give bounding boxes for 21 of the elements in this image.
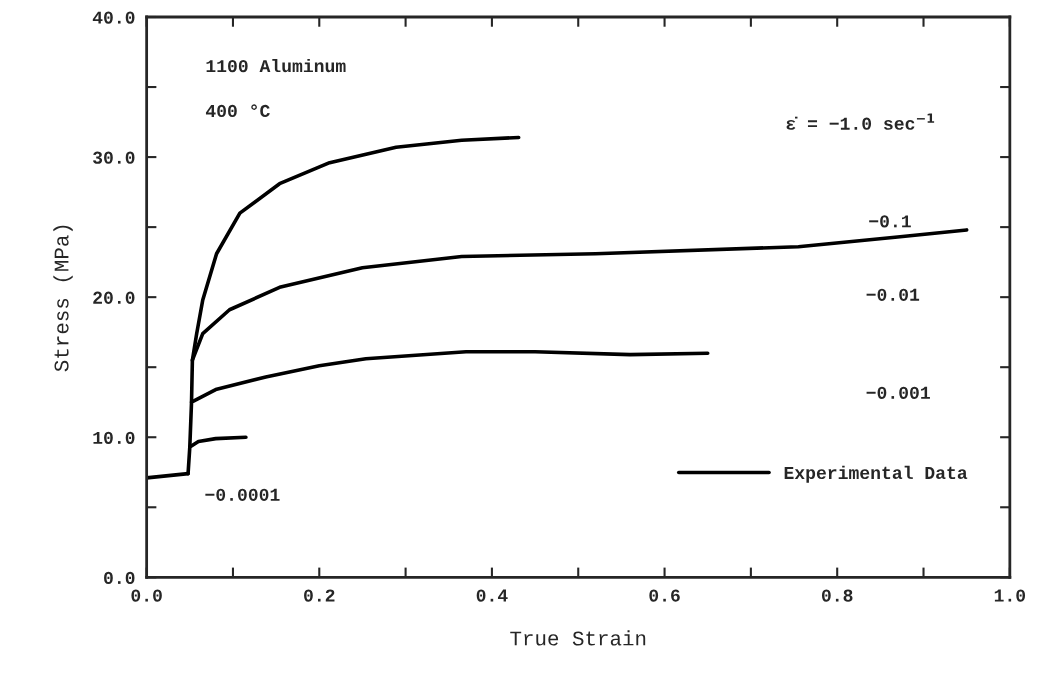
x-tick-label: 0.0 [131,589,162,602]
y-tick-label: 30.0 [93,151,135,164]
x-tick-label: 1.0 [994,589,1026,602]
y-tick-label: 0.0 [104,571,135,585]
y-tick-label: 20.0 [93,291,135,304]
x-axis-title: True Strain [510,630,646,646]
y-tick-label: 10.0 [93,431,135,444]
annotation: ε̇ = −1.0 sec$^{−1}$ [786,113,935,130]
x-tick-label: 0.6 [649,589,680,602]
x-tick-label: 0.8 [821,589,853,602]
y-tick-label: 40.0 [92,11,135,24]
annotation: −0.001 [866,386,930,399]
annotation: −0.0001 [205,488,280,501]
y-axis-title: Stress (MPa) [53,225,73,372]
annotation: 400 °C [205,104,270,118]
annotation: −0.01 [866,288,920,301]
annotation: 1100 Aluminum [206,59,346,73]
x-tick-label: 0.4 [476,589,508,602]
annotation: −0.1 [869,215,911,228]
legend-label: Experimental Data [784,465,968,483]
x-tick-label: 0.2 [304,589,335,602]
